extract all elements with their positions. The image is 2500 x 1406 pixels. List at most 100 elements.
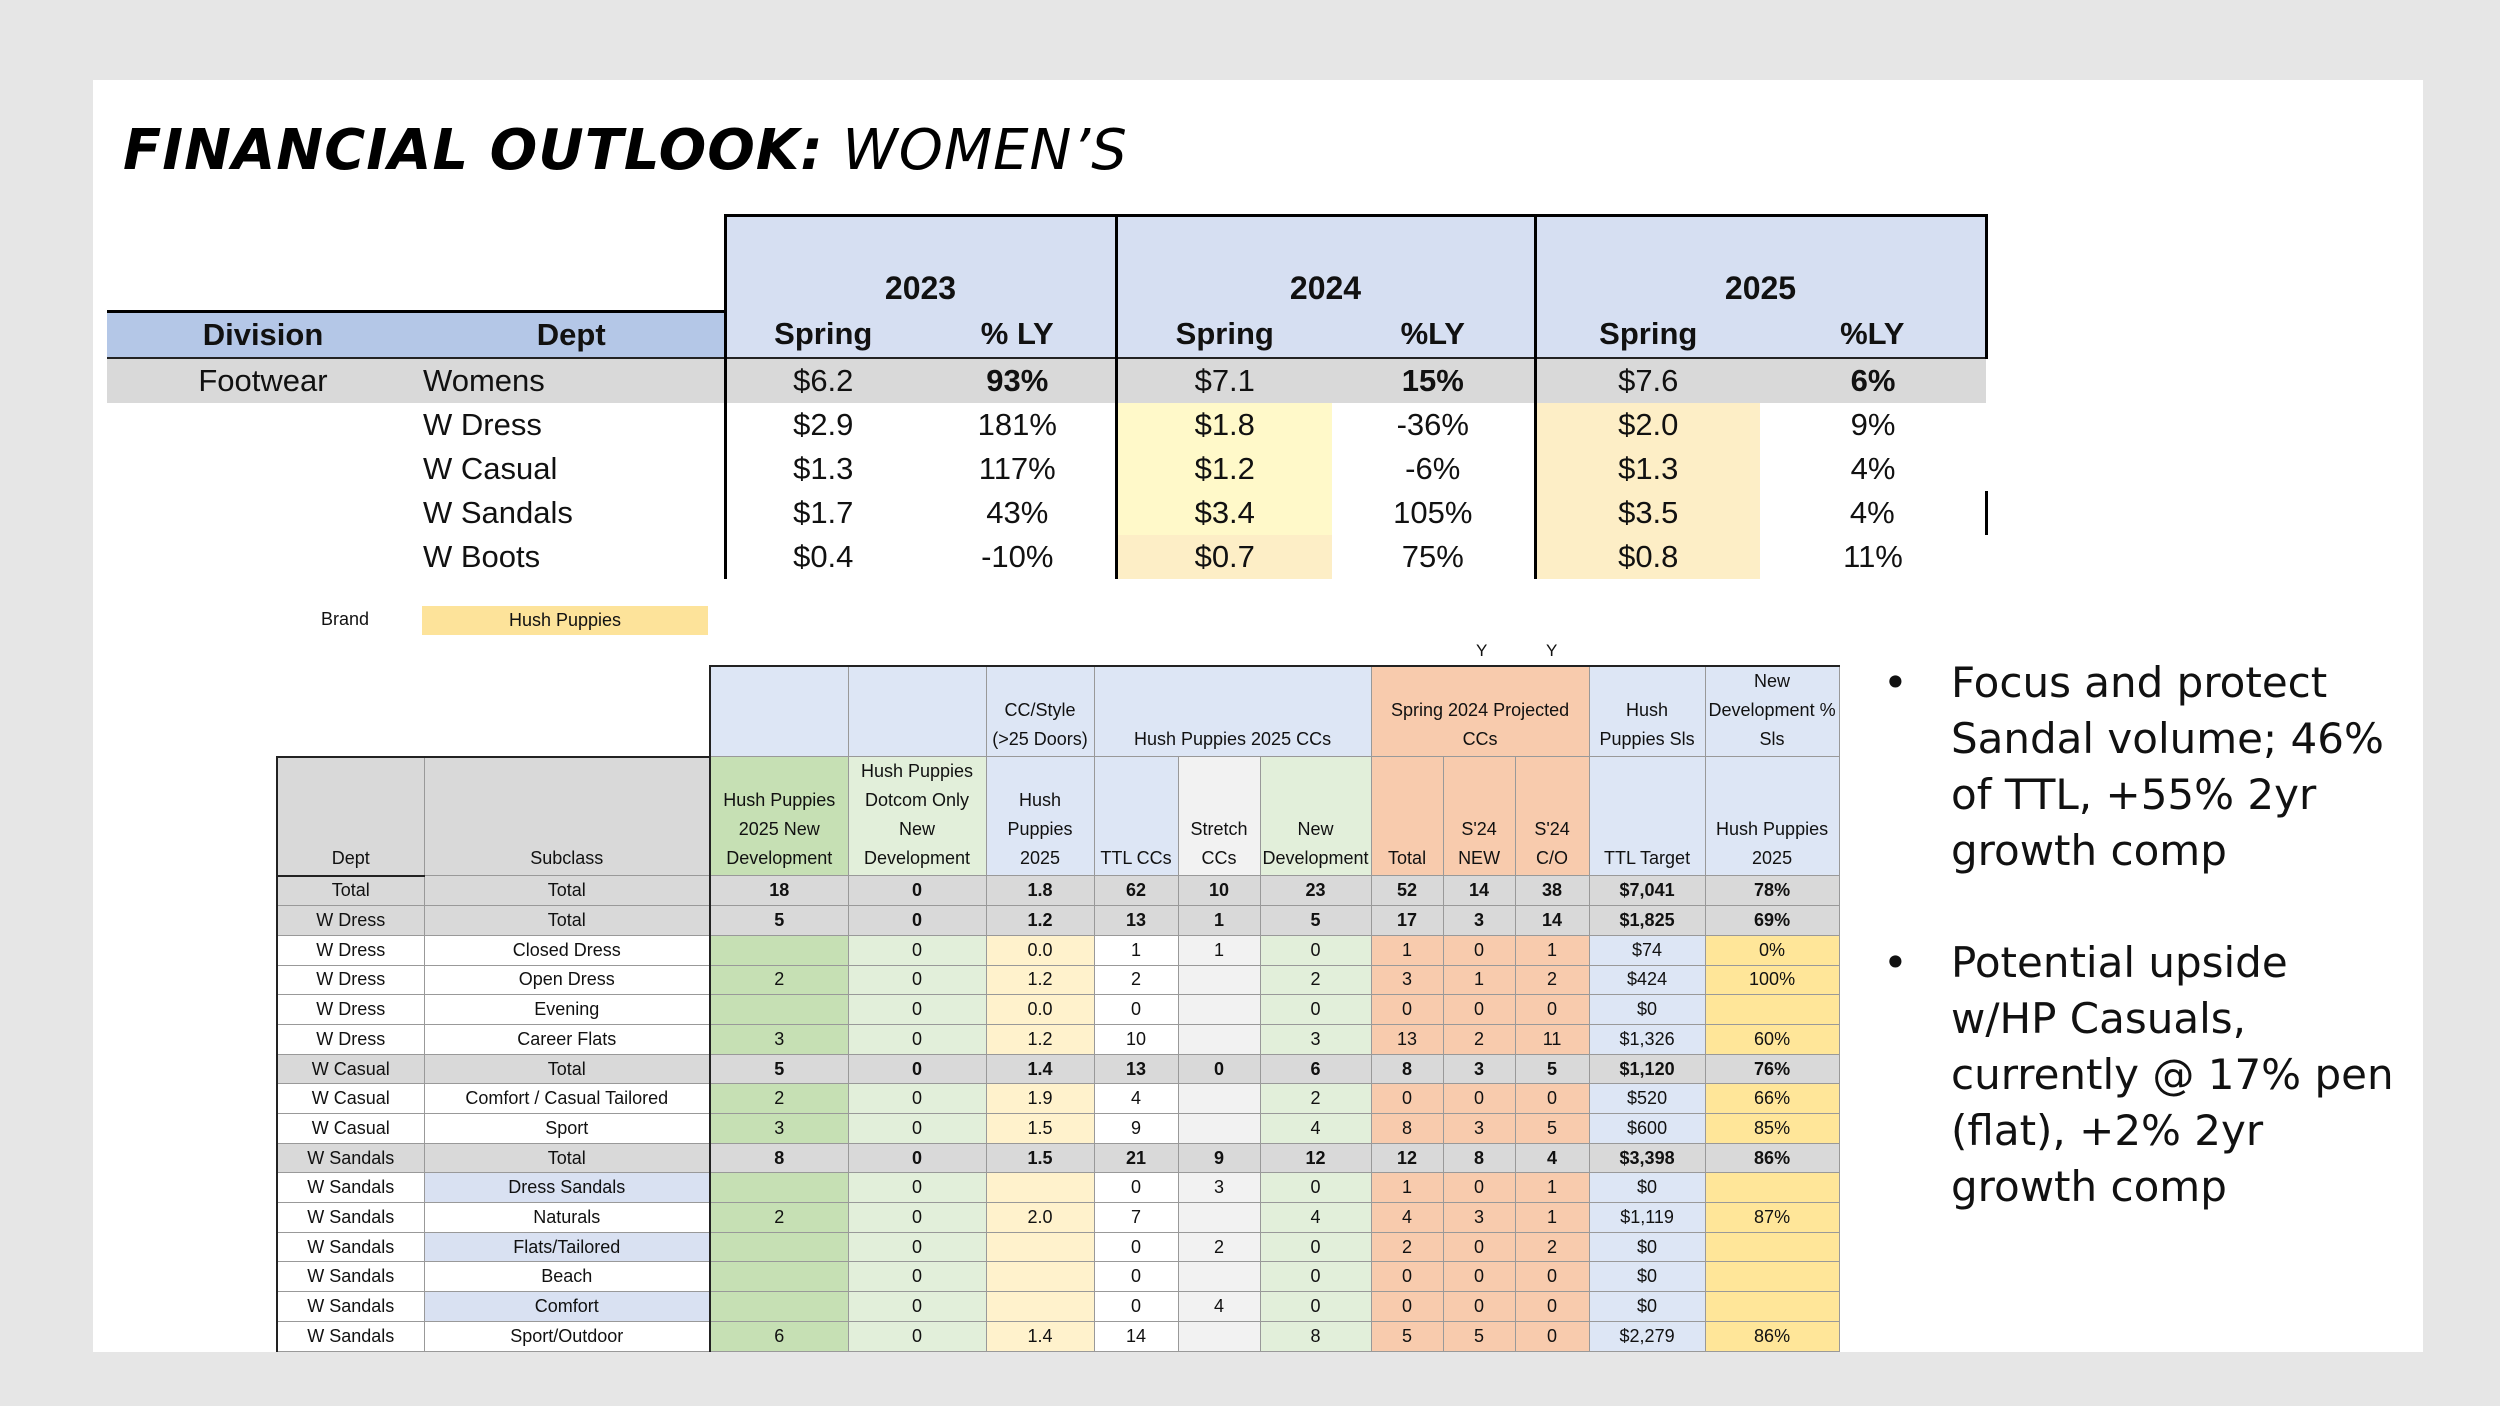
table-cell: 1.4: [985, 1320, 1095, 1352]
table-cell: Sport/Outdoor: [423, 1320, 711, 1352]
table-cell: 6: [1259, 1053, 1372, 1085]
col-header: Hush Puppies Dotcom Only New Development: [847, 756, 987, 876]
table-cell: $0: [1588, 1231, 1706, 1263]
spring-header: Spring: [1114, 311, 1332, 359]
table-cell: 11: [1514, 1023, 1590, 1055]
table-cell: $600: [1588, 1113, 1706, 1144]
table-row: W Dress Closed Dress 0 0.0 1 1 0 1 0 1 $74 0%: [276, 934, 1840, 966]
table-cell: 0: [847, 1320, 987, 1352]
year-2024: 2024: [1114, 214, 1535, 311]
table-cell: 14: [1514, 905, 1590, 936]
table-cell: Naturals: [423, 1202, 711, 1233]
table-cell: 8: [1259, 1320, 1372, 1352]
table-cell: [985, 1291, 1095, 1322]
summary-row: W Casual $1.3 117% $1.2 -6% $1.3 4%: [107, 446, 1986, 491]
table-cell: 0: [1442, 934, 1516, 966]
table-cell: 0: [1370, 1083, 1444, 1114]
table-cell: Beach: [423, 1261, 711, 1293]
flag-marker: Y: [1476, 641, 1488, 660]
table-cell: 6: [709, 1320, 849, 1352]
table-cell: 2: [1442, 1023, 1516, 1055]
table-cell: 2.0: [985, 1202, 1095, 1233]
table-cell: 100%: [1704, 964, 1840, 996]
table-cell: 14: [1093, 1320, 1179, 1352]
table-cell: 0: [1259, 1231, 1372, 1263]
table-cell: W Sandals: [276, 1320, 425, 1352]
pct-header: %LY: [1760, 311, 1988, 359]
col-header: TTL CCs: [1093, 756, 1179, 876]
table-cell: [1177, 1202, 1261, 1233]
table-cell: Total: [423, 905, 711, 936]
table-cell: 0: [847, 964, 987, 996]
table-cell: 0: [1442, 1083, 1516, 1114]
table-row: W Sandals Dress Sandals 0 0 3 0 1 0 1 $0: [276, 1172, 1840, 1204]
table-cell: 2: [1370, 1231, 1444, 1263]
table-cell: 2: [709, 1083, 849, 1114]
table-cell: [1704, 1261, 1840, 1293]
table-cell: Comfort / Casual Tailored: [423, 1083, 711, 1114]
table-row: Total Total 18 0 1.8 62 10 23 52 14 38 $7,041 78%: [276, 874, 1840, 907]
table-cell: 0: [1442, 1291, 1516, 1322]
table-cell: 5: [709, 905, 849, 936]
table-cell: Flats/Tailored: [423, 1231, 711, 1263]
table-cell: 9: [1177, 1142, 1261, 1174]
table-cell: W Casual: [276, 1053, 425, 1085]
table-cell: 0: [1259, 1261, 1372, 1293]
table-cell: 2: [709, 1202, 849, 1233]
table-cell: 5: [1370, 1320, 1444, 1352]
table-cell: 60%: [1704, 1023, 1840, 1055]
table-cell: 1.2: [985, 905, 1095, 936]
table-cell: W Dress: [276, 934, 425, 966]
table-cell: 0: [1370, 1291, 1444, 1322]
table-cell: 2: [1514, 964, 1590, 996]
table-cell: 0: [1514, 1320, 1590, 1352]
year-2023: 2023: [723, 214, 1116, 311]
table-cell: 0: [1177, 1053, 1261, 1085]
table-cell: 0: [847, 1023, 987, 1055]
table-cell: W Casual: [276, 1083, 425, 1114]
table-cell: 5: [1514, 1053, 1590, 1085]
table-cell: 0: [1442, 994, 1516, 1025]
table-cell: Comfort: [423, 1291, 711, 1322]
table-cell: 4: [1370, 1202, 1444, 1233]
table-cell: Total: [423, 1053, 711, 1085]
table-cell: W Sandals: [276, 1172, 425, 1204]
table-cell: 87%: [1704, 1202, 1840, 1233]
table-cell: 0: [847, 1291, 987, 1322]
table-cell: [709, 1261, 849, 1293]
table-cell: W Dress: [276, 994, 425, 1025]
col-header: TTL Target: [1588, 756, 1706, 876]
col-header: New Development: [1259, 756, 1372, 876]
table-cell: 3: [709, 1023, 849, 1055]
table-cell: 66%: [1704, 1083, 1840, 1114]
table-cell: W Sandals: [276, 1261, 425, 1293]
table-cell: 0: [1259, 994, 1372, 1025]
table-cell: W Dress: [276, 964, 425, 996]
table-cell: 5: [1514, 1113, 1590, 1144]
table-cell: 38: [1514, 874, 1590, 907]
table-cell: 1: [1177, 905, 1261, 936]
table-cell: 0: [1370, 1261, 1444, 1293]
table-row: W Casual Total 5 0 1.4 13 0 6 8 3 5 $1,120 76%: [276, 1053, 1840, 1085]
table-cell: [1177, 1083, 1261, 1114]
table-cell: Open Dress: [423, 964, 711, 996]
table-cell: W Sandals: [276, 1291, 425, 1322]
table-cell: 0.0: [985, 994, 1095, 1025]
table-cell: 3: [1442, 1053, 1516, 1085]
table-row: W Casual Comfort / Casual Tailored 2 0 1.9 4 2…: [276, 1083, 1840, 1114]
table-cell: 1.5: [985, 1142, 1095, 1174]
summary-table: 2023 2024 2025 Division Dept Spring % LY…: [107, 214, 1988, 579]
table-cell: 4: [1177, 1291, 1261, 1322]
table-cell: 0: [1514, 1083, 1590, 1114]
table-cell: $424: [1588, 964, 1706, 996]
table-cell: 13: [1093, 905, 1179, 936]
table-cell: 0: [1514, 994, 1590, 1025]
hp-sls-header: Hush Puppies Sls: [1588, 665, 1706, 757]
table-row: W Sandals Comfort 0 0 4 0 0 0 0 $0: [276, 1291, 1840, 1322]
spring2024-header: Spring 2024 Projected CCs: [1370, 665, 1590, 757]
table-cell: 0: [1370, 994, 1444, 1025]
table-cell: 13: [1370, 1023, 1444, 1055]
table-cell: 69%: [1704, 905, 1840, 936]
table-cell: 3: [1442, 1113, 1516, 1144]
table-cell: [1704, 1231, 1840, 1263]
